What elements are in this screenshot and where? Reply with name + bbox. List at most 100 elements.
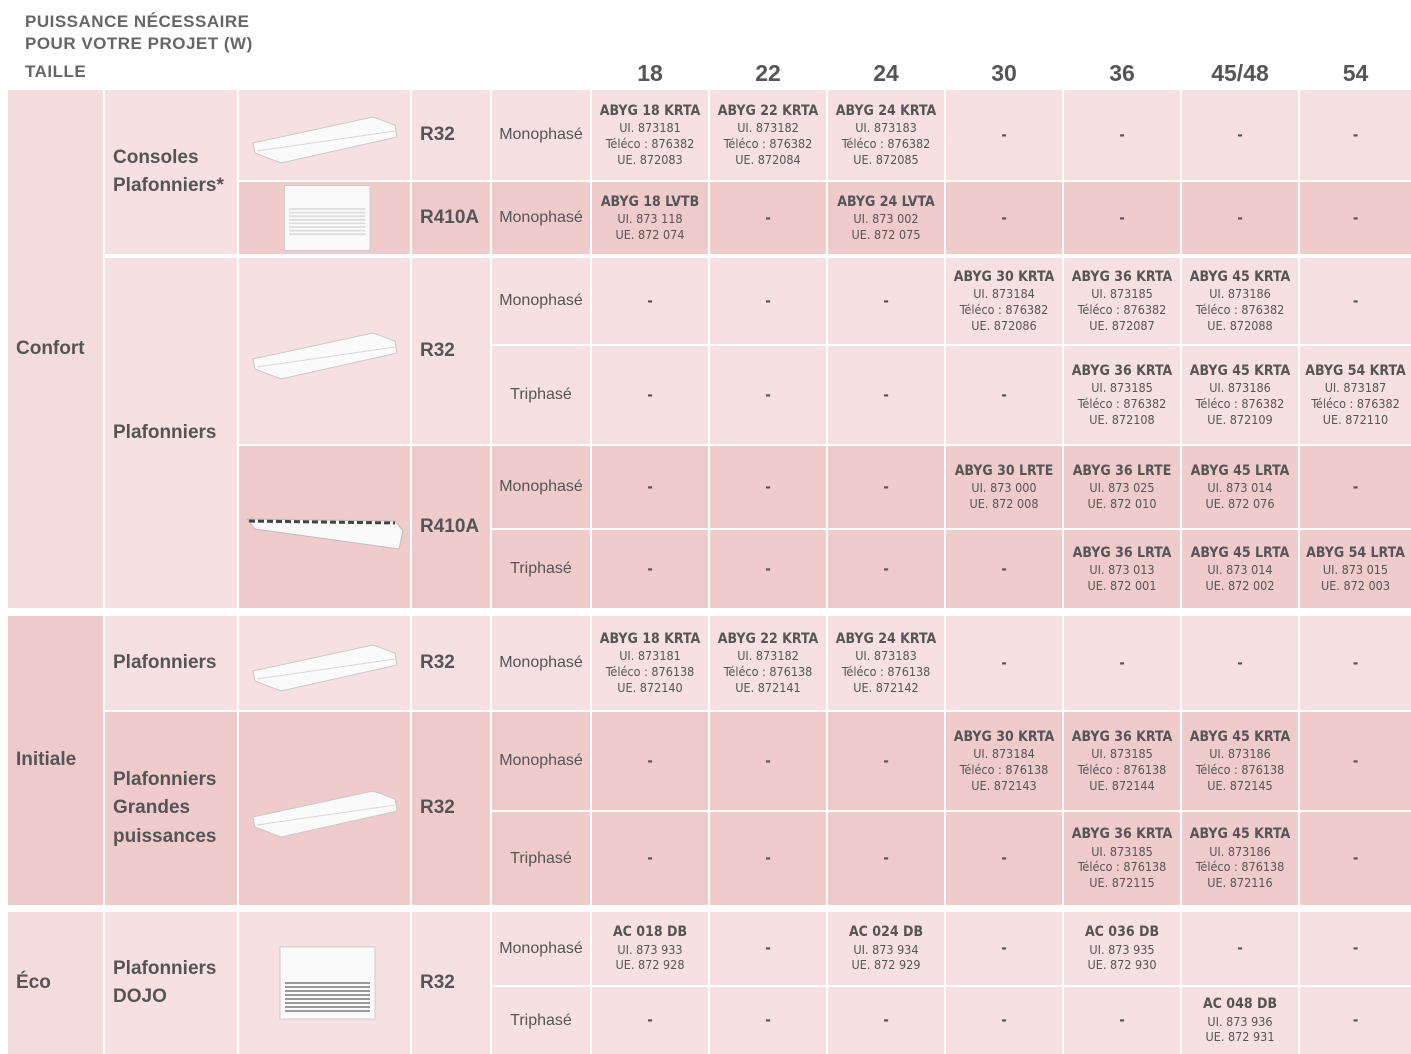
empty-mark: - [647,477,653,496]
empty-mark: - [765,208,771,227]
reference: UI. 873185 [1091,286,1153,302]
model-cell: ABYG 54 KRTA UI. 873187 Téléco : 876382 UE.… [1300,346,1411,444]
unit-shape [256,658,395,680]
phase-cell: Triphasé [492,987,590,1054]
reference: UI. 873 002 [853,211,919,227]
gas-cell: R410A [412,182,490,254]
model-cell: AC 024 DB UI. 873 934 UE. 872 929 [828,912,944,985]
model-cell: - [946,530,1062,608]
empty-mark: - [883,477,889,496]
reference: UE. 872144 [1089,777,1155,793]
model-cell: - [946,182,1062,254]
phase-cell: Monophasé [492,446,590,528]
reference: UE. 872 074 [615,226,685,242]
model-name: ABYG 30 LRTE [954,462,1054,479]
empty-mark: - [1352,939,1359,958]
reference: Téléco : 876382 [1195,301,1285,317]
model-cell: - [1300,446,1411,528]
size-header: 22 [755,59,781,86]
reference: UI. 873187 [1324,380,1387,396]
unit-image [239,912,410,1054]
reference: UI. 873 013 [1089,562,1155,578]
phase-cell: Triphasé [492,346,590,444]
reference: UE. 872 928 [615,957,685,973]
reference: UE. 872142 [853,679,919,695]
model-cell: - [1064,90,1180,180]
empty-mark: - [647,751,653,770]
model-cell: ABYG 45 KRTA UI. 873186 Téléco : 876138 UE.… [1182,812,1298,905]
reference: UE. 872 008 [969,495,1039,511]
model-cell: ABYG 45 KRTA UI. 873186 Téléco : 876382 UE.… [1182,258,1298,344]
range-cell: Initiale [8,616,103,905]
model-cell: - [828,987,944,1054]
empty-mark: - [647,291,653,310]
reference: UE. 872 929 [851,957,921,973]
empty-mark: - [1352,125,1359,144]
empty-mark: - [1352,1011,1359,1030]
family-cell: Plafonniers DOJO [105,912,237,1054]
model-name: ABYG 45 KRTA [1189,728,1291,745]
reference: UI. 873 014 [1207,562,1273,578]
empty-mark: - [647,849,653,868]
gas-cell: R32 [412,90,490,180]
unit-image [239,182,410,254]
model-cell: - [828,346,944,444]
unit-illustration [251,332,398,380]
range-cell: Confort [8,90,103,608]
model-cell: - [1300,182,1411,254]
empty-mark: - [765,849,771,868]
unit-shape [251,644,398,692]
model-cell: - [1182,616,1298,710]
reference: Téléco : 876138 [1195,859,1285,875]
phase-cell: Triphasé [492,812,590,905]
reference: UI. 873185 [1091,746,1153,762]
unit-illustration [245,518,404,550]
reference: UE. 872110 [1322,411,1389,427]
unit-shape [251,332,398,380]
reference: UE. 872 010 [1087,495,1157,511]
power-header: 6 800 [858,20,914,45]
model-cell: - [828,812,944,905]
model-cell: - [1182,90,1298,180]
model-name: AC 036 DB [1084,924,1160,941]
reference: UE. 872115 [1089,875,1155,891]
unit-shape [245,518,404,550]
reference: UE. 872 931 [1205,1029,1275,1045]
model-name: ABYG 45 LRTA [1190,462,1290,479]
model-name: ABYG 18 KRTA [599,102,701,119]
model-name: ABYG 30 KRTA [953,268,1055,285]
reference: UI. 873181 [619,648,681,664]
model-name: ABYG 36 KRTA [1071,362,1173,379]
model-name: AC 018 DB [612,924,688,941]
empty-mark: - [1352,208,1359,227]
model-cell: ABYG 18 KRTA UI. 873181 Téléco : 876138 UE.… [592,616,708,710]
empty-mark: - [1119,1011,1125,1030]
unit-image [239,258,410,444]
model-name: AC 048 DB [1202,996,1278,1013]
power-header: 13 400 [1321,20,1390,45]
empty-mark: - [1352,291,1359,310]
model-cell: - [1182,182,1298,254]
reference: Téléco : 876382 [605,135,695,151]
reference: UI. 873184 [973,286,1035,302]
size-label: TAILLE [25,62,87,81]
model-cell: ABYG 36 KRTA UI. 873185 Téléco : 876382 UE.… [1064,258,1180,344]
reference: UI. 873 118 [617,211,683,227]
empty-mark: - [1352,849,1359,868]
model-name: ABYG 36 KRTA [1071,826,1173,843]
reference: Téléco : 876138 [959,761,1049,777]
reference: UE. 872141 [735,679,801,695]
model-cell: - [1300,712,1411,810]
reference: UI. 873 025 [1089,480,1155,496]
model-cell: ABYG 30 KRTA UI. 873184 Téléco : 876138 UE.… [946,712,1062,810]
unit-shape [283,185,370,251]
unit-image [239,616,410,710]
power-header: 5 200 [622,20,678,45]
model-cell: - [710,912,826,985]
model-cell: - [946,987,1062,1054]
size-header: 36 [1109,59,1135,86]
model-cell: - [1300,912,1411,985]
model-cell: - [1300,258,1411,344]
empty-mark: - [765,559,771,578]
